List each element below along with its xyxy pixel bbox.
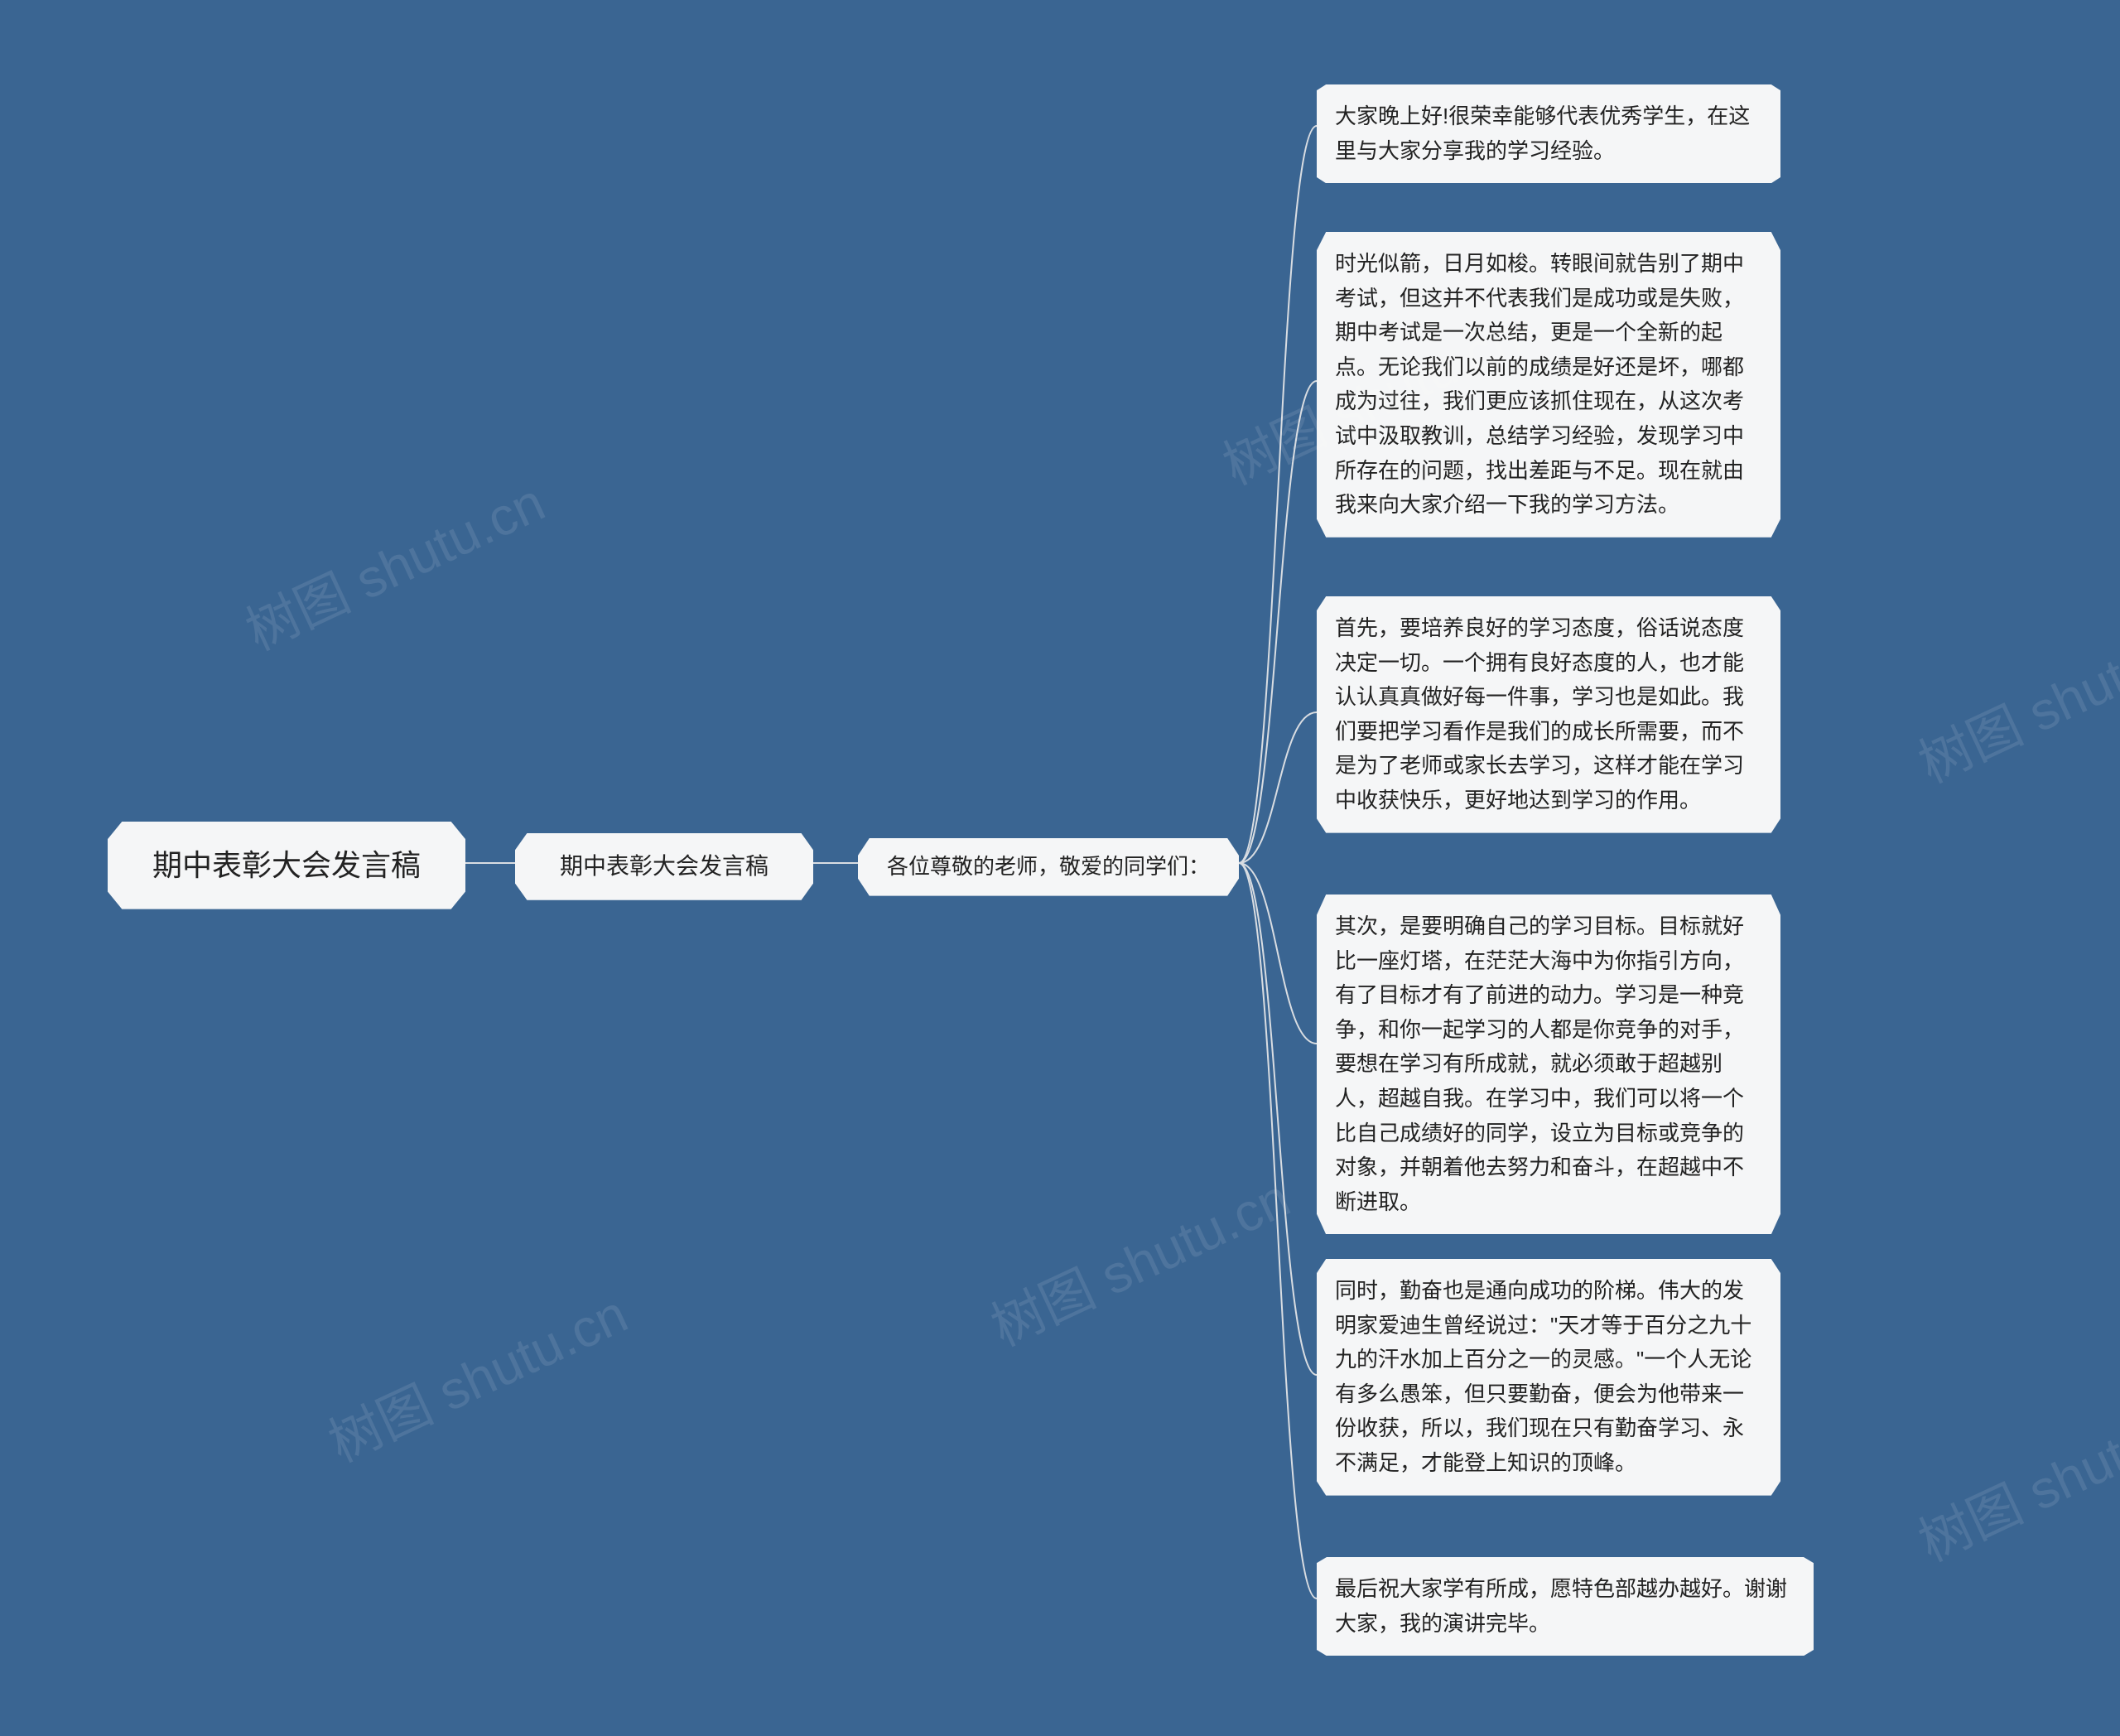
mindmap-leaf-node[interactable]: 其次，是要明确自己的学习目标。目标就好比一座灯塔，在茫茫大海中为你指引方向，有了…: [1317, 895, 1780, 1234]
watermark-text: 树图 shutu.cn: [977, 1156, 1300, 1361]
mindmap-level3-node[interactable]: 各位尊敬的老师，敬爱的同学们：: [858, 838, 1239, 896]
mindmap-leaf-node[interactable]: 首先，要培养良好的学习态度，俗话说态度决定一切。一个拥有良好态度的人，也才能认认…: [1317, 596, 1780, 833]
mindmap-leaf-text: 其次，是要明确自己的学习目标。目标就好比一座灯塔，在茫茫大海中为你指引方向，有了…: [1335, 909, 1762, 1219]
mindmap-leaf-text: 同时，勤奋也是通向成功的阶梯。伟大的发明家爱迪生曾经说过："天才等于百分之九十九…: [1335, 1274, 1762, 1481]
watermark-text: 树图 shutu.cn: [1905, 1372, 2120, 1576]
mindmap-leaf-node[interactable]: 大家晚上好!很荣幸能够代表优秀学生，在这里与大家分享我的学习经验。: [1317, 84, 1780, 183]
mindmap-level2-label: 期中表彰大会发言稿: [560, 848, 768, 885]
mindmap-leaf-node[interactable]: 最后祝大家学有所成，愿特色部越办越好。谢谢大家，我的演讲完毕。: [1317, 1557, 1814, 1656]
mindmap-leaf-node[interactable]: 时光似箭，日月如梭。转眼间就告别了期中考试，但这并不代表我们是成功或是失败，期中…: [1317, 232, 1780, 538]
mindmap-leaf-node[interactable]: 同时，勤奋也是通向成功的阶梯。伟大的发明家爱迪生曾经说过："天才等于百分之九十九…: [1317, 1259, 1780, 1496]
mindmap-level2-node[interactable]: 期中表彰大会发言稿: [515, 833, 813, 900]
mindmap-root-node[interactable]: 期中表彰大会发言稿: [108, 822, 465, 909]
mindmap-leaf-text: 首先，要培养良好的学习态度，俗话说态度决定一切。一个拥有良好态度的人，也才能认认…: [1335, 611, 1762, 818]
mindmap-leaf-text: 时光似箭，日月如梭。转眼间就告别了期中考试，但这并不代表我们是成功或是失败，期中…: [1335, 247, 1762, 523]
mindmap-leaf-text: 大家晚上好!很荣幸能够代表优秀学生，在这里与大家分享我的学习经验。: [1335, 99, 1762, 168]
watermark-text: 树图 shutu.cn: [315, 1272, 638, 1477]
mindmap-leaf-text: 最后祝大家学有所成，愿特色部越办越好。谢谢大家，我的演讲完毕。: [1335, 1572, 1795, 1641]
watermark-text: 树图 shutu.cn: [232, 461, 555, 665]
mindmap-level3-label: 各位尊敬的老师，敬爱的同学们：: [887, 850, 1210, 885]
watermark-text: 树图 shutu.cn: [1905, 593, 2120, 798]
mindmap-root-label: 期中表彰大会发言稿: [152, 841, 421, 890]
